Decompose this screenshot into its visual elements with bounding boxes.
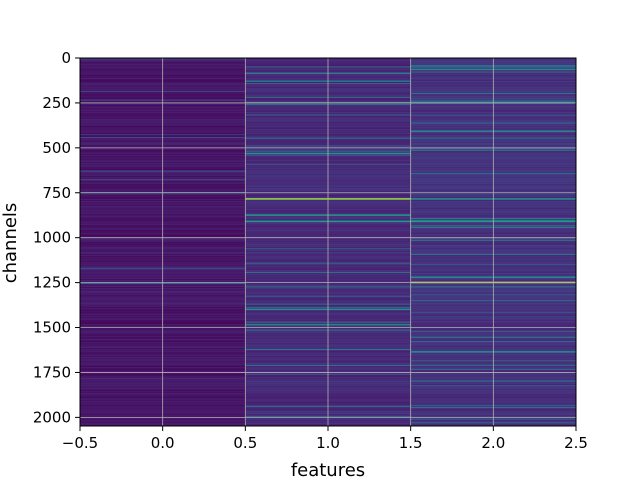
x-tick-label: 0.0 [151,434,175,452]
y-tick-label: 500 [42,139,71,157]
x-tick-label: 0.5 [233,434,257,452]
y-axis-label: channels [0,203,21,284]
x-axis-label: features [291,460,365,480]
y-tick-label: 1250 [33,274,71,292]
y-tick-label: 250 [42,94,71,112]
y-tick-label: 1000 [33,229,71,247]
y-tick-label: 1500 [33,319,71,337]
x-tick-label: 1.5 [399,434,423,452]
y-tick-label: 1750 [33,363,71,381]
y-tick-label: 750 [42,184,71,202]
x-axis: −0.5 0.0 0.5 1.0 1.5 2.0 2.5 [62,426,588,452]
x-tick-label: 1.0 [316,434,340,452]
y-tick-label: 0 [61,49,71,67]
y-axis: 0 250 500 750 1000 1250 1500 1750 2000 [33,49,80,426]
x-tick-label: −0.5 [62,434,98,452]
x-tick-label: 2.0 [481,434,505,452]
x-tick-label: 2.5 [564,434,588,452]
y-tick-label: 2000 [33,408,71,426]
